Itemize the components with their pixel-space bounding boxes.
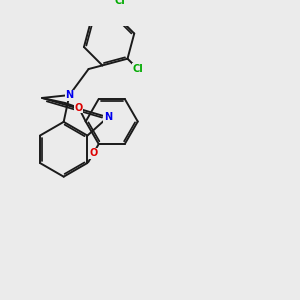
Text: Cl: Cl — [114, 0, 125, 6]
Text: O: O — [89, 148, 98, 158]
Text: N: N — [104, 112, 112, 122]
Text: O: O — [75, 103, 83, 113]
Text: Cl: Cl — [132, 64, 143, 74]
Text: N: N — [65, 90, 74, 100]
